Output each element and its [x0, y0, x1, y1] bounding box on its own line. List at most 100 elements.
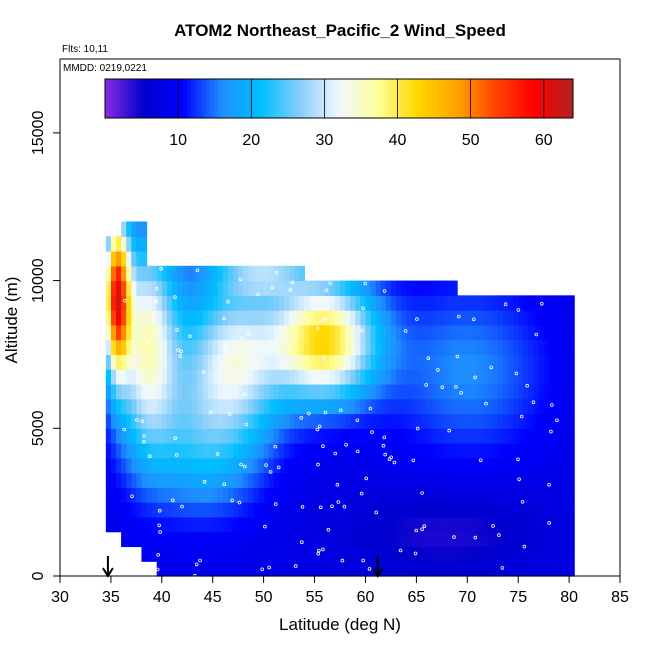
wind-cell — [121, 487, 127, 503]
wind-cell — [401, 383, 407, 400]
wind-cell — [508, 369, 514, 385]
wind-cell — [177, 502, 183, 518]
wind-cell — [502, 428, 509, 444]
wind-cell — [258, 383, 265, 400]
wind-cell — [477, 457, 484, 474]
wind-cell — [569, 369, 575, 385]
wind-cell — [238, 428, 244, 444]
wind-cell — [462, 546, 468, 562]
wind-cell — [177, 516, 183, 533]
wind-cell — [238, 383, 244, 400]
wind-cell — [299, 383, 305, 400]
wind-cell — [446, 324, 453, 341]
observation-point — [201, 370, 206, 374]
wind-cell — [421, 546, 428, 562]
colorbar-swatch — [537, 79, 543, 118]
wind-cell — [467, 516, 473, 533]
wind-cell — [431, 502, 438, 518]
wind-cell — [553, 487, 560, 503]
wind-cell — [431, 443, 438, 459]
wind-cell — [375, 472, 382, 488]
wind-cell — [319, 516, 326, 533]
wind-cell — [558, 531, 565, 548]
wind-cell — [212, 487, 219, 503]
wind-cell — [457, 398, 463, 415]
wind-cell — [314, 428, 321, 444]
observation-point — [452, 535, 456, 539]
wind-cell — [436, 428, 443, 444]
wind-cell — [452, 369, 458, 385]
wind-cell — [182, 339, 188, 356]
wind-cell — [284, 443, 290, 459]
wind-cell — [492, 487, 499, 503]
observation-point — [202, 479, 207, 484]
wind-cell — [396, 339, 402, 356]
colorbar-swatch — [553, 79, 558, 118]
wind-cell — [284, 413, 290, 429]
wind-cell — [172, 472, 178, 488]
observation-point — [328, 281, 333, 286]
wind-cell — [268, 383, 275, 400]
wind-cell — [182, 502, 188, 518]
wind-cell — [116, 398, 122, 415]
wind-cell — [569, 472, 575, 488]
wind-cell — [212, 516, 219, 533]
wind-cell — [263, 339, 270, 356]
wind-cell — [253, 369, 260, 385]
wind-cell — [523, 502, 529, 518]
wind-cell — [309, 324, 316, 341]
wind-cell — [390, 310, 397, 326]
colorbar-swatch — [483, 79, 488, 118]
wind-cell — [314, 443, 321, 459]
wind-cell — [467, 561, 473, 577]
wind-cell — [421, 354, 428, 370]
observation-point — [413, 551, 418, 556]
wind-cell — [202, 546, 209, 562]
wind-cell — [177, 339, 183, 356]
wind-cell — [182, 516, 188, 533]
wind-cell — [436, 398, 443, 415]
wind-cell — [248, 383, 255, 400]
wind-cell — [385, 354, 392, 370]
wind-cell — [416, 546, 423, 562]
wind-cell — [197, 546, 204, 562]
wind-cell — [558, 339, 565, 356]
wind-cell — [508, 310, 514, 326]
wind-cell — [365, 324, 372, 341]
wind-cell — [202, 398, 209, 415]
wind-cell — [355, 546, 361, 562]
wind-cell — [487, 443, 494, 459]
wind-cell — [304, 487, 311, 503]
wind-cell — [502, 457, 509, 474]
wind-cell — [187, 413, 193, 429]
wind-cell — [416, 280, 423, 296]
wind-cell — [299, 354, 305, 370]
wind-cell — [172, 428, 178, 444]
wind-cell — [340, 398, 346, 415]
wind-cell — [487, 413, 494, 429]
wind-cell — [177, 265, 183, 282]
wind-cell — [228, 546, 234, 562]
wind-cell — [233, 457, 239, 474]
wind-cell — [543, 295, 550, 311]
wind-cell — [564, 502, 570, 518]
wind-cell — [457, 472, 463, 488]
wind-cell — [314, 295, 321, 311]
wind-cell — [202, 265, 209, 282]
wind-cell — [263, 502, 270, 518]
wind-cell — [508, 531, 514, 548]
wind-cell — [161, 383, 168, 400]
wind-cell — [390, 546, 397, 562]
wind-cell — [482, 310, 489, 326]
observation-point — [239, 462, 243, 467]
wind-cell — [426, 398, 433, 415]
wind-cell — [177, 561, 183, 577]
wind-cell — [238, 487, 244, 503]
observation-point — [420, 527, 424, 532]
wind-cell — [472, 428, 479, 444]
wind-cell — [207, 339, 214, 356]
wind-cell — [166, 531, 173, 548]
wind-cell — [411, 295, 417, 311]
wind-cell — [548, 546, 555, 562]
wind-cell — [401, 339, 407, 356]
